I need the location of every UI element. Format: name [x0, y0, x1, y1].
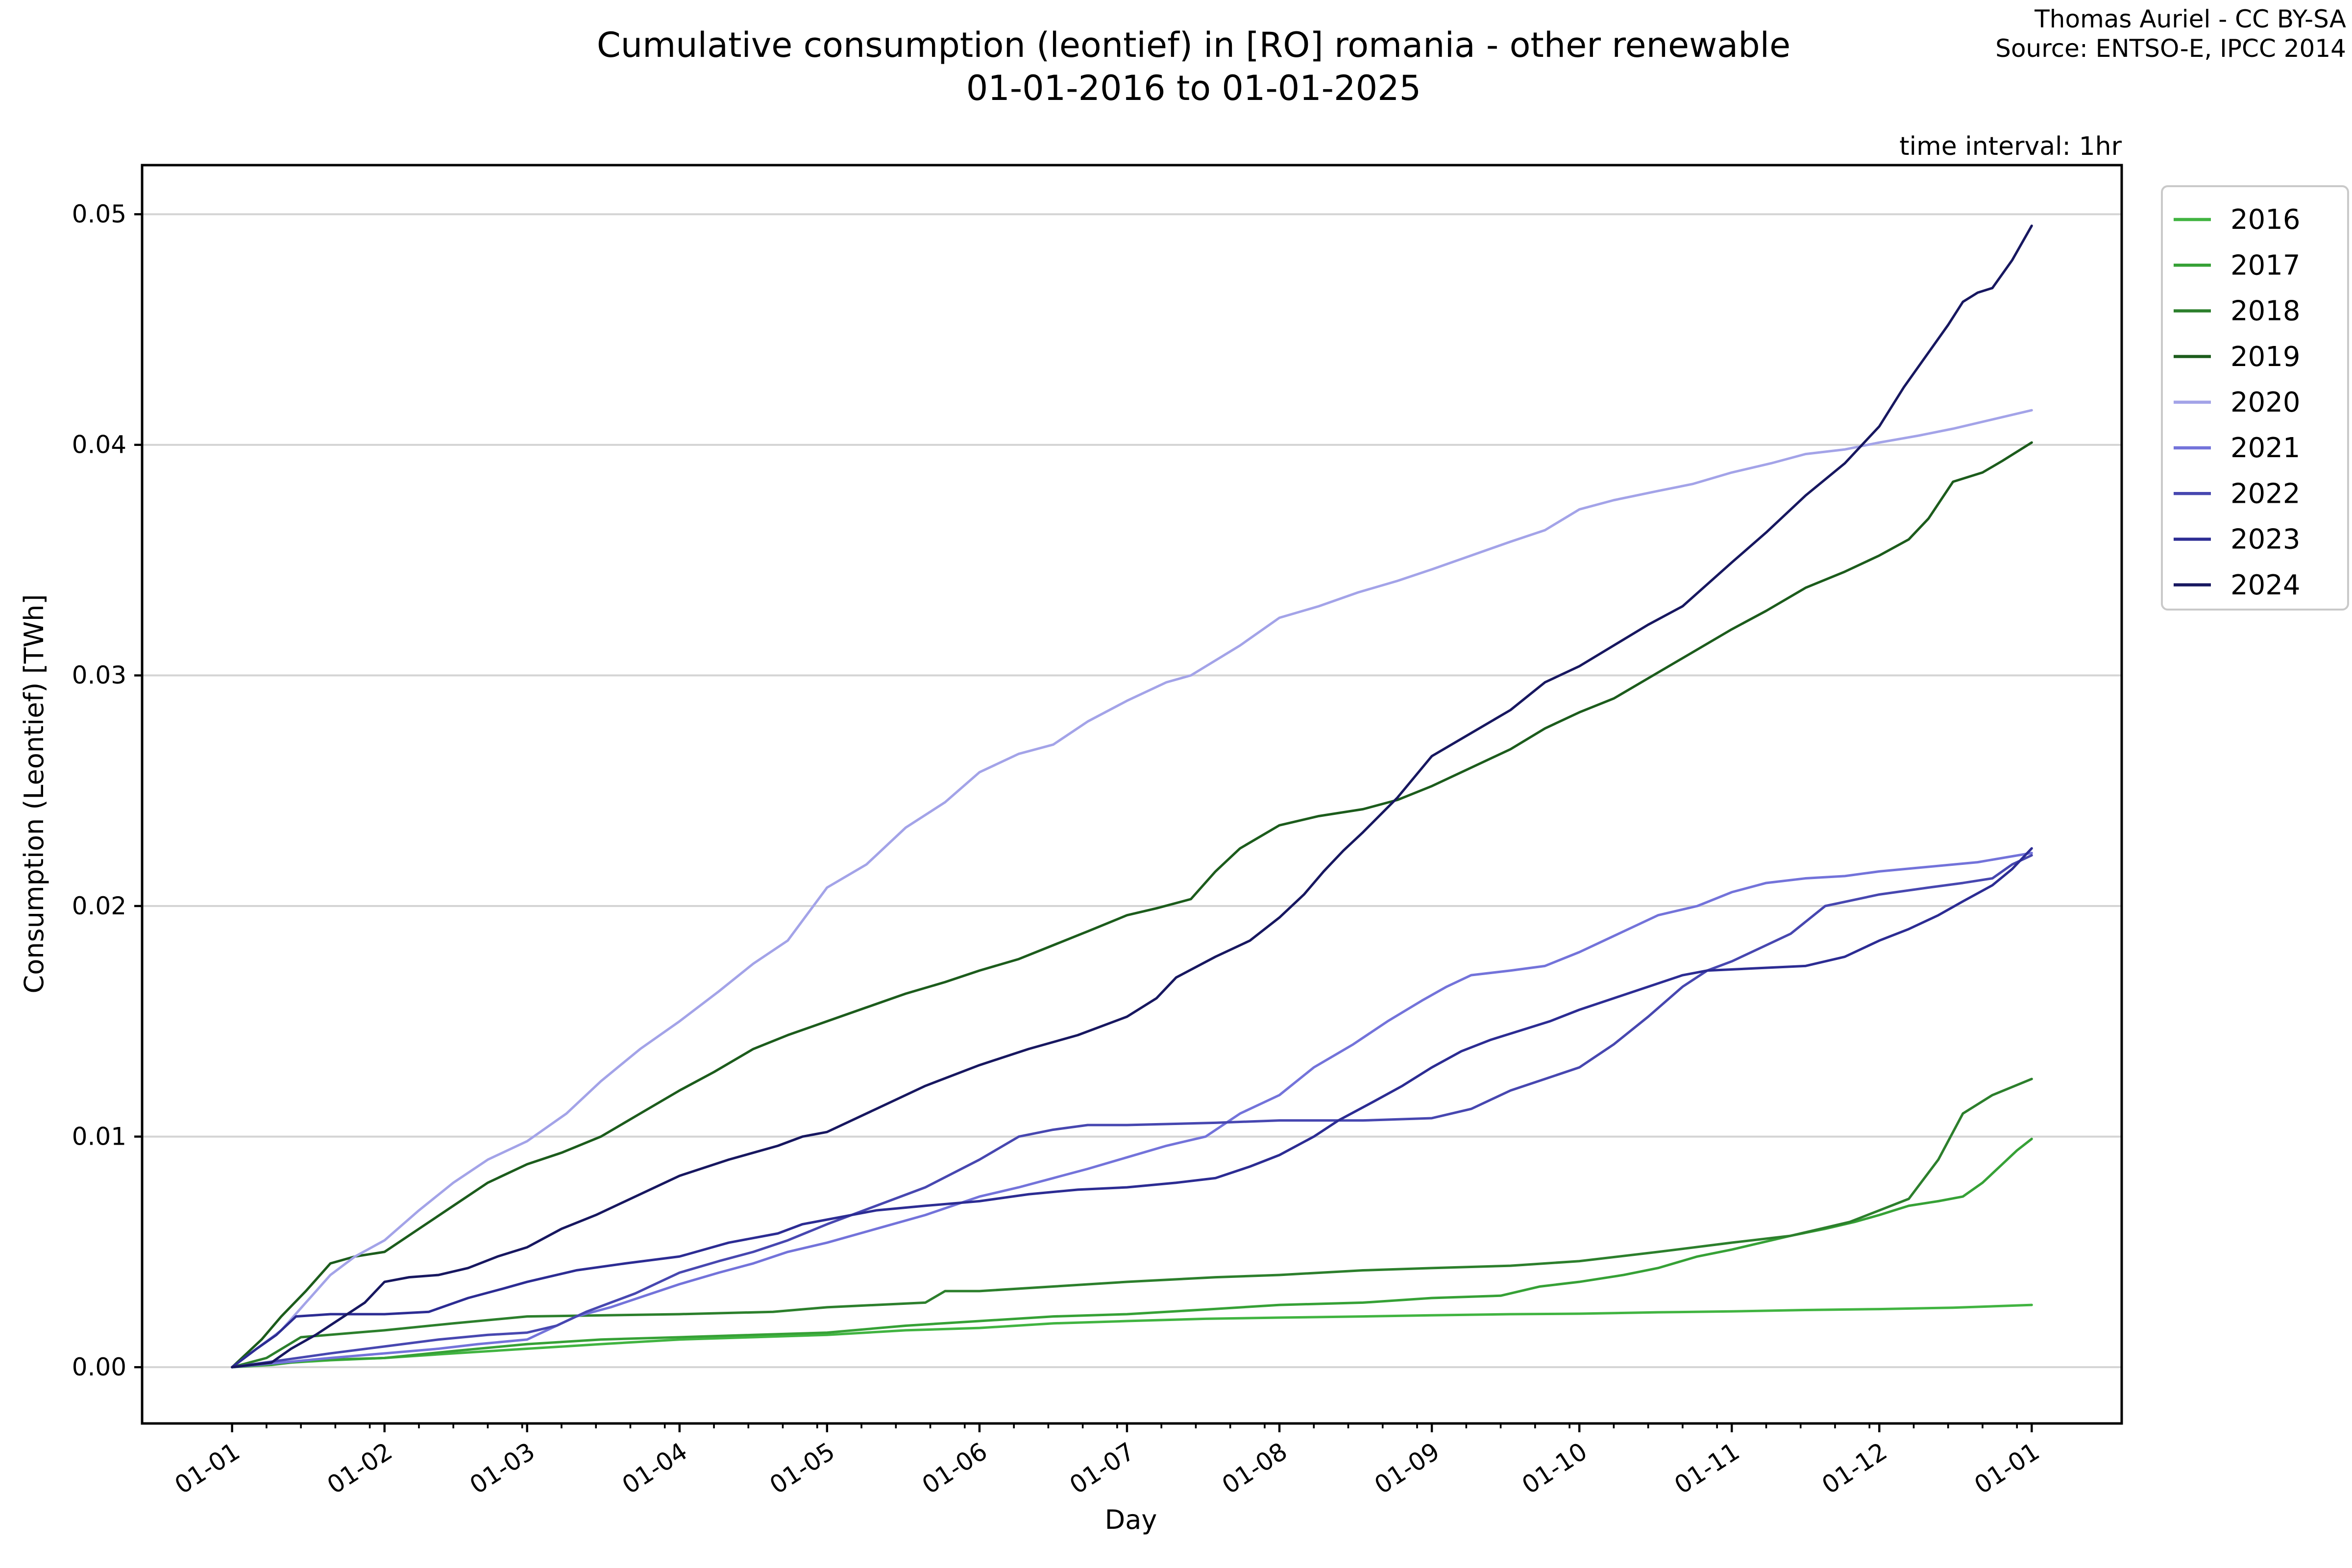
series-line-2019: [231, 441, 2033, 1369]
series-line-2022: [231, 854, 2033, 1369]
chart-series-lines: [231, 224, 2033, 1369]
y-tick-label: 0.04: [72, 431, 126, 459]
attribution-author: Thomas Auriel - CC BY-SA: [2034, 5, 2346, 33]
series-line-2018: [231, 1078, 2033, 1369]
legend-label-2018: 2018: [2230, 295, 2301, 327]
attribution-source: Source: ENTSO-E, IPCC 2014: [1995, 34, 2346, 63]
legend-box: 2016 2017 2018 2019 2020 2021 2022 2023 2024: [2161, 185, 2349, 611]
legend-label-2020: 2020: [2230, 387, 2301, 418]
chart-title-line1: Cumulative consumption (leontief) in [RO…: [597, 25, 1790, 65]
series-line-2023: [231, 847, 2033, 1369]
legend-label-2024: 2024: [2230, 569, 2301, 601]
series-line-2024: [231, 224, 2033, 1369]
y-tick-label: 0.05: [72, 200, 126, 228]
chart-title-line2: 01-01-2016 to 01-01-2025: [966, 68, 1421, 108]
chart-plot-area: [141, 164, 2123, 1425]
y-tick-label: 0.03: [72, 661, 126, 689]
time-interval-annotation: time interval: 1hr: [1899, 132, 2122, 161]
legend-label-2017: 2017: [2230, 249, 2301, 281]
legend-label-2023: 2023: [2230, 524, 2301, 556]
legend-label-2019: 2019: [2230, 341, 2301, 373]
axis-ticks: [134, 213, 2033, 1432]
series-line-2021: [231, 852, 2033, 1369]
y-tick-label: 0.01: [72, 1122, 126, 1151]
y-axis-label: Consumption (Leontief) [TWh]: [19, 594, 49, 994]
series-line-2020: [231, 409, 2033, 1369]
legend-border: [2161, 185, 2349, 611]
legend-label-2022: 2022: [2230, 478, 2301, 510]
legend-label-2021: 2021: [2230, 432, 2301, 464]
y-tick-label: 0.00: [72, 1353, 126, 1381]
series-line-2017: [231, 1137, 2033, 1369]
y-tick-label: 0.02: [72, 892, 126, 920]
legend-label-2016: 2016: [2230, 204, 2301, 236]
x-axis-label: Day: [1105, 1504, 1157, 1535]
gridlines: [142, 213, 2122, 1369]
